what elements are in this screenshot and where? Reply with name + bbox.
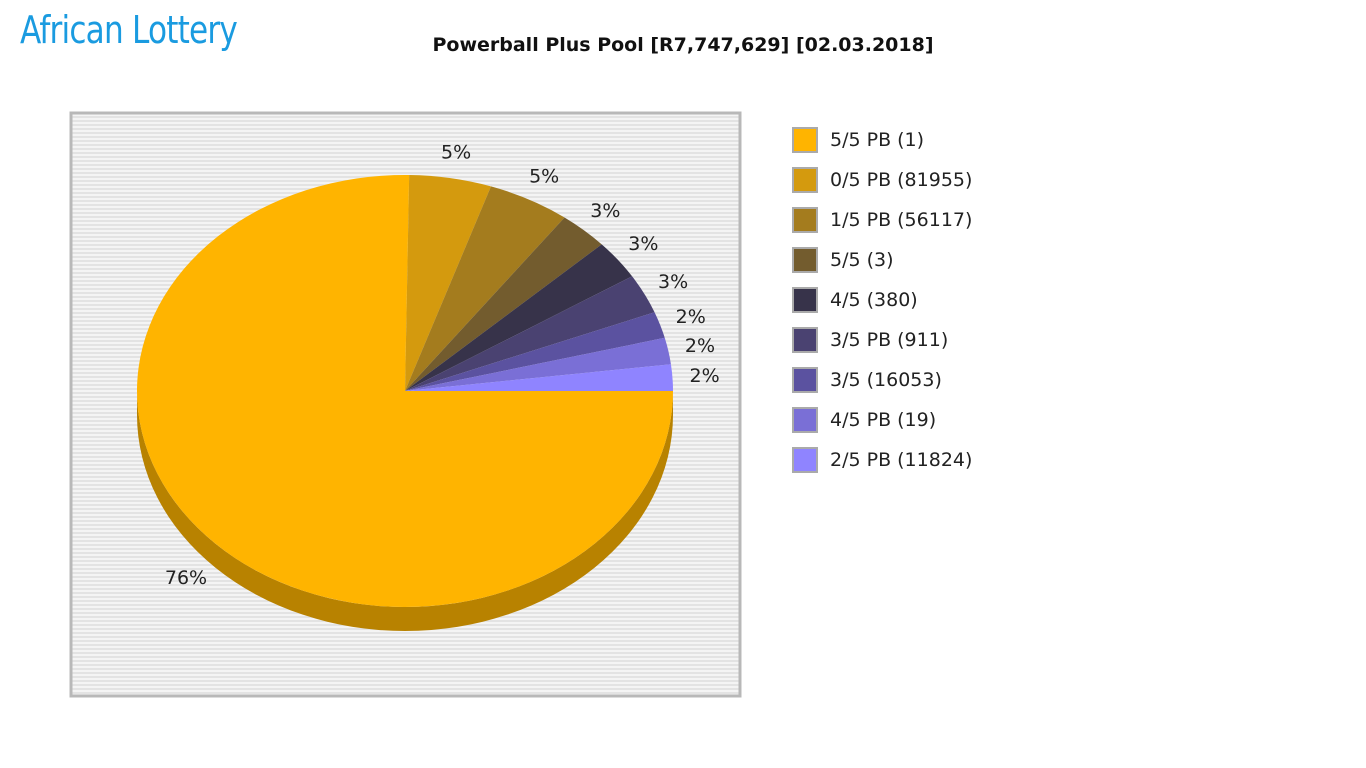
pie-slice[interactable] [405, 337, 671, 391]
legend-label: 4/5 (380) [830, 289, 918, 311]
legend-label: 5/5 (3) [830, 249, 894, 271]
pie-slice-percent-label: 5% [529, 166, 559, 188]
legend-swatch [792, 167, 818, 193]
legend-swatch [792, 447, 818, 473]
legend-item: 3/5 (16053) [792, 360, 972, 400]
legend-swatch [792, 327, 818, 353]
pie-slice[interactable] [137, 175, 674, 608]
legend-label: 4/5 PB (19) [830, 409, 937, 431]
legend-item: 4/5 (380) [792, 280, 972, 320]
legend-swatch [792, 127, 818, 153]
legend-swatch [792, 367, 818, 393]
legend-item: 2/5 PB (11824) [792, 440, 972, 480]
legend-item: 3/5 PB (911) [792, 320, 972, 360]
pie-slice[interactable] [405, 217, 602, 391]
legend-swatch [792, 247, 818, 273]
pie-slices [137, 175, 674, 608]
chart-title: Powerball Plus Pool [R7,747,629] [02.03.… [0, 34, 1366, 56]
legend-label: 3/5 (16053) [830, 369, 942, 391]
pie-slice-percent-label: 2% [685, 335, 715, 357]
logo-text: African Lottery [20, 8, 238, 52]
pie-labels: 76%5%5%3%3%3%2%2%2% [165, 142, 720, 589]
legend-item: 5/5 PB (1) [792, 120, 972, 160]
legend-swatch [792, 287, 818, 313]
pie-slice[interactable] [405, 186, 565, 391]
pie-slice-percent-label: 76% [165, 567, 207, 589]
legend-item: 5/5 (3) [792, 240, 972, 280]
legend-label: 5/5 PB (1) [830, 129, 925, 151]
pie-slice[interactable] [405, 276, 655, 391]
pie-slice-percent-label: 5% [441, 142, 471, 164]
pie-slice-percent-label: 3% [590, 200, 620, 222]
pie-slice[interactable] [405, 312, 665, 391]
legend-swatch [792, 207, 818, 233]
chart-title-text: Powerball Plus Pool [R7,747,629] [02.03.… [432, 34, 934, 56]
pie-slice-percent-label: 2% [690, 365, 720, 387]
pie-slice[interactable] [405, 364, 673, 391]
legend-item: 4/5 PB (19) [792, 400, 972, 440]
legend-swatch [792, 407, 818, 433]
legend-item: 1/5 PB (56117) [792, 200, 972, 240]
pie-slice-percent-label: 2% [676, 306, 706, 328]
pie-slice-percent-label: 3% [628, 233, 658, 255]
legend-label: 0/5 PB (81955) [830, 169, 973, 191]
pie-slice[interactable] [405, 244, 633, 391]
pie-slice[interactable] [405, 175, 491, 391]
legend-label: 3/5 PB (911) [830, 329, 949, 351]
legend-label: 2/5 PB (11824) [830, 449, 973, 471]
legend: 5/5 PB (1) 0/5 PB (81955) 1/5 PB (56117) 5/… [792, 120, 972, 480]
pie-slice-percent-label: 3% [658, 271, 688, 293]
legend-label: 1/5 PB (56117) [830, 209, 973, 231]
legend-item: 0/5 PB (81955) [792, 160, 972, 200]
